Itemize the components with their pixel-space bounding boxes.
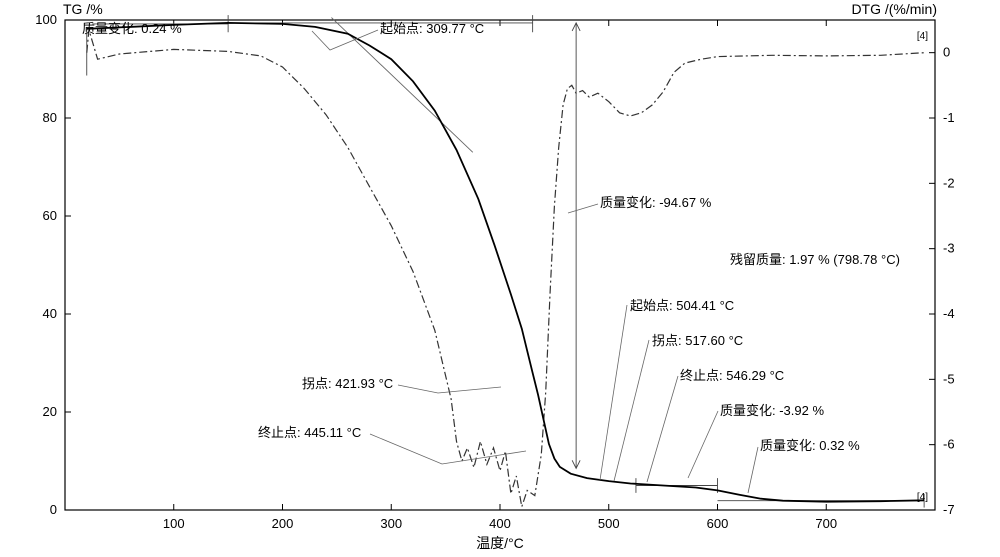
svg-text:DTG /(%/min): DTG /(%/min): [851, 1, 937, 17]
svg-text:-3: -3: [943, 241, 955, 256]
annotation-ann_end2: 终止点: 546.29 °C: [680, 368, 784, 383]
svg-text:0: 0: [50, 502, 57, 517]
annotation-ann_mass1: 质量变化: 0.24 %: [82, 21, 182, 36]
svg-text:-6: -6: [943, 437, 955, 452]
svg-text:300: 300: [380, 516, 402, 531]
svg-text:500: 500: [598, 516, 620, 531]
svg-text:20: 20: [43, 404, 57, 419]
svg-text:200: 200: [272, 516, 294, 531]
svg-text:-2: -2: [943, 175, 955, 190]
svg-text:0: 0: [943, 45, 950, 60]
svg-text:-7: -7: [943, 502, 955, 517]
annotation-ann_infl1: 拐点: 421.93 °C: [302, 376, 393, 391]
annotation-ann_infl2: 拐点: 517.60 °C: [652, 333, 743, 348]
annotation-ann_onset2: 起始点: 504.41 °C: [630, 298, 734, 313]
svg-text:40: 40: [43, 306, 57, 321]
svg-text:400: 400: [489, 516, 511, 531]
svg-text:-5: -5: [943, 371, 955, 386]
svg-text:-4: -4: [943, 306, 955, 321]
annotation-ann_mass2: 质量变化: -94.67 %: [600, 195, 712, 210]
svg-text:温度/°C: 温度/°C: [476, 535, 524, 551]
annotation-m4r: [4]: [917, 492, 928, 503]
annotation-ann_end1: 终止点: 445.11 °C: [258, 425, 361, 440]
svg-text:100: 100: [35, 12, 57, 27]
annotation-ann_mass3: 质量变化: -3.92 %: [720, 403, 824, 418]
svg-text:60: 60: [43, 208, 57, 223]
svg-text:-1: -1: [943, 110, 955, 125]
annotation-ann_mass4: 质量变化: 0.32 %: [760, 438, 860, 453]
annotation-ann_onset1: 起始点: 309.77 °C: [380, 21, 484, 36]
dtg-curve: [87, 30, 924, 507]
svg-text:80: 80: [43, 110, 57, 125]
svg-text:TG /%: TG /%: [63, 1, 103, 17]
chart-svg: 100 200 300 400 500 600 700 温度/°C 0 20 40 60 80 100 TG…: [0, 0, 1000, 557]
svg-text:100: 100: [163, 516, 185, 531]
svg-text:600: 600: [707, 516, 729, 531]
annotation-ann_resid: 残留质量: 1.97 % (798.78 °C): [730, 252, 900, 267]
svg-text:700: 700: [815, 516, 837, 531]
tg-dtg-chart: 100 200 300 400 500 600 700 温度/°C 0 20 40 60 80 100 TG…: [0, 0, 1000, 557]
annotation-m4l: [4]: [917, 31, 928, 42]
